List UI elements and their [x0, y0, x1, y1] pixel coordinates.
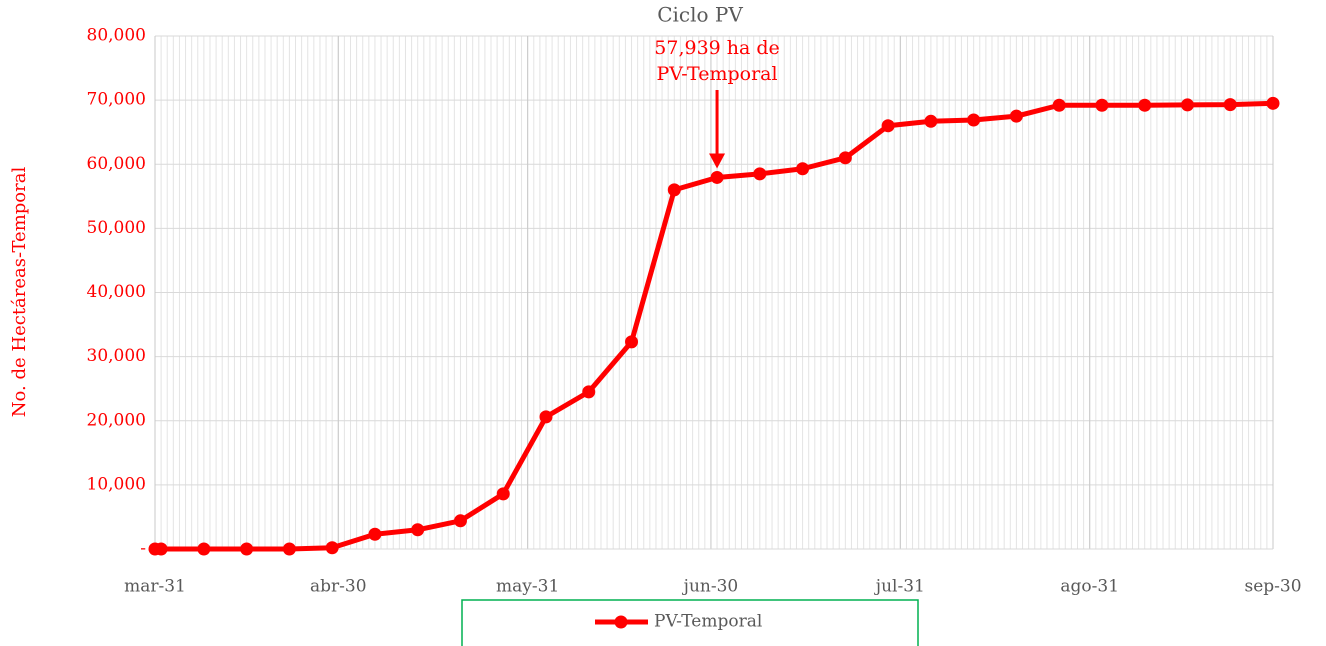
point [368, 527, 382, 541]
point [325, 541, 339, 555]
annotation-text: PV-Temporal [657, 63, 778, 85]
legend-box [461, 599, 919, 646]
point [753, 167, 767, 181]
legend-marker [614, 615, 628, 629]
point [667, 183, 681, 197]
point [838, 151, 852, 165]
point [240, 542, 254, 556]
y-tick-label: 80,000 [87, 26, 146, 46]
point [496, 487, 510, 501]
point [967, 113, 981, 127]
y-tick-label: 70,000 [87, 90, 146, 110]
y-tick-label: 30,000 [87, 346, 146, 366]
annotation-arrowhead [709, 153, 726, 169]
y-tick-label: 10,000 [87, 474, 146, 494]
chart-title: Ciclo PV [657, 3, 743, 27]
x-tick-label: mar-31 [124, 577, 186, 597]
point [625, 335, 639, 349]
point [1009, 109, 1023, 123]
point [924, 114, 938, 128]
point [282, 542, 296, 556]
point [197, 542, 211, 556]
y-tick-label: 50,000 [87, 218, 146, 238]
point [1223, 98, 1237, 112]
y-tick-label: 60,000 [87, 154, 146, 174]
x-tick-label: jun-30 [682, 577, 739, 597]
annotation-text: 57,939 ha de [654, 37, 780, 59]
point [796, 162, 810, 176]
series-line [155, 100, 1274, 552]
point [411, 523, 425, 537]
y-tick-label: 20,000 [87, 410, 146, 430]
y-tick-label: 40,000 [87, 282, 146, 302]
point [154, 542, 168, 556]
x-tick-label: jul-31 [874, 577, 925, 597]
x-tick-label: may-31 [496, 577, 559, 597]
point [710, 170, 724, 184]
point [881, 119, 895, 133]
point [1052, 98, 1066, 112]
x-tick-label: sep-30 [1244, 577, 1301, 597]
y-tick-label: - [140, 539, 146, 559]
x-tick-label: abr-30 [310, 577, 367, 597]
y-axis-label: No. de Hectáreas-Temporal [9, 167, 30, 418]
x-tick-label: ago-31 [1060, 577, 1119, 597]
point [582, 385, 596, 399]
point [1180, 98, 1194, 112]
point [1095, 98, 1109, 112]
point [453, 514, 467, 528]
point [1266, 96, 1280, 110]
legend-label: PV-Temporal [654, 612, 762, 632]
point [539, 410, 553, 424]
point [1138, 98, 1152, 112]
